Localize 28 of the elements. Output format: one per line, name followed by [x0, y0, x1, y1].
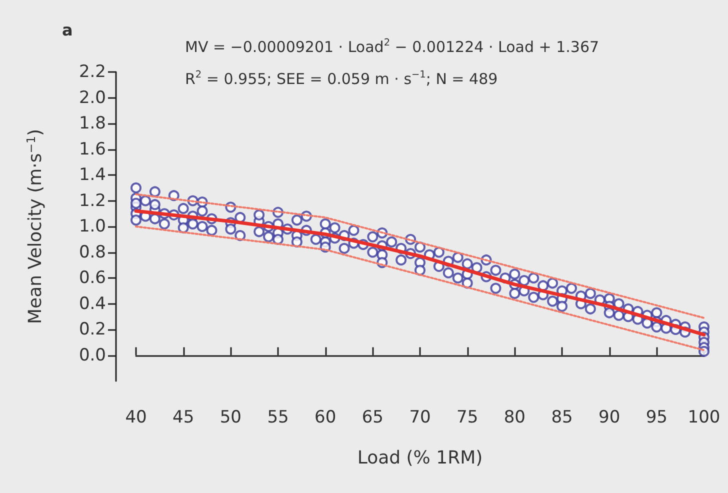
- x-tick-label: 40: [125, 408, 147, 428]
- x-tick-label: 75: [456, 408, 478, 428]
- y-tick-label: 1.4: [78, 165, 106, 185]
- x-tick-label: 95: [646, 408, 668, 428]
- y-tick-label: 1.8: [78, 114, 106, 134]
- x-tick-label: 50: [220, 408, 242, 428]
- text: 2.0: [78, 88, 106, 108]
- text: a: [62, 20, 73, 40]
- x-tick-label: 45: [172, 408, 194, 428]
- x-tick-label: 65: [362, 408, 384, 428]
- y-tick-label: 2.2: [78, 62, 106, 82]
- x-tick-label: 55: [267, 408, 289, 428]
- x-axis-title: Load (% 1RM): [357, 448, 483, 468]
- x-tick-label: 80: [504, 408, 526, 428]
- y-tick-label: 1.6: [78, 139, 106, 160]
- y-tick-label: 0.6: [78, 268, 106, 288]
- text: 0.0: [78, 345, 106, 366]
- y-tick-label: 0.2: [78, 320, 106, 340]
- x-tick-label: 70: [409, 408, 431, 428]
- text: 1.0: [78, 216, 106, 236]
- y-tick-label: 0.4: [78, 294, 106, 314]
- y-tick-label: 0.8: [78, 242, 106, 262]
- x-tick-label: 100: [688, 408, 720, 428]
- x-tick-label: 60: [314, 408, 336, 428]
- y-axis-title: Mean Velocity (m·s−1): [24, 128, 46, 324]
- x-tick-label: 90: [598, 408, 620, 428]
- x-tick-label: 85: [551, 408, 573, 428]
- y-tick-label: 1.2: [78, 190, 106, 211]
